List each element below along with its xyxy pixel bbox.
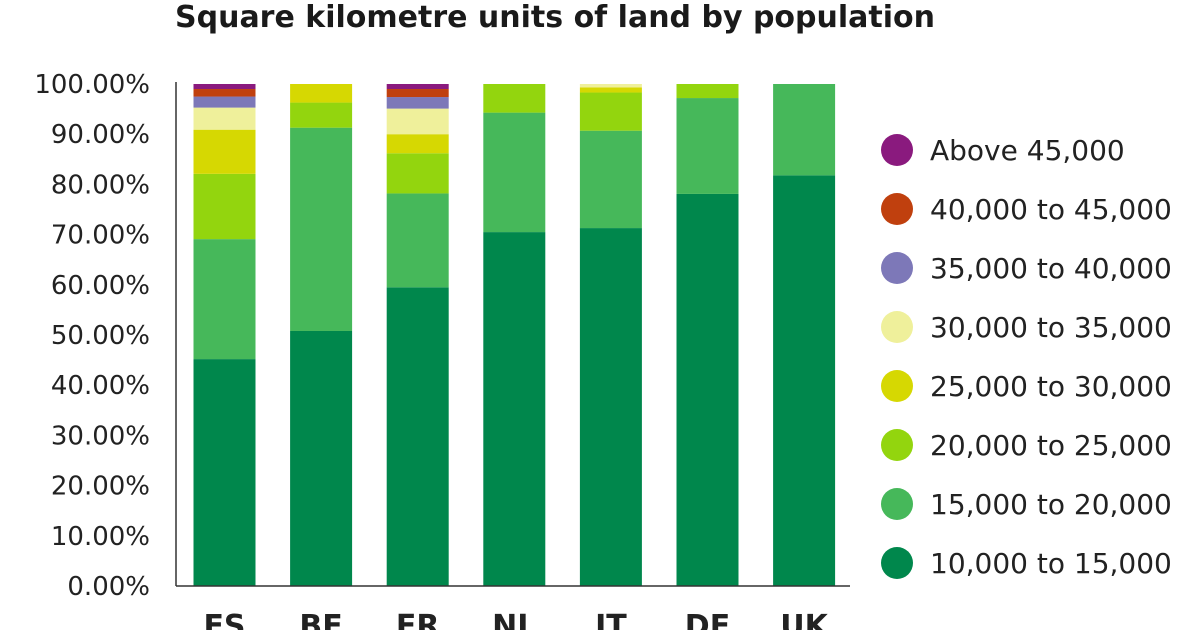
bar-segment [579,130,642,229]
legend-swatch [881,134,913,166]
bar-segment [193,239,256,360]
legend-label: 35,000 to 40,000 [930,252,1172,285]
legend-label: 25,000 to 30,000 [930,370,1172,403]
bar-segment [579,92,642,131]
legend-swatch [881,311,913,343]
bar-segment [386,287,449,586]
bar-segment [386,84,449,90]
legend-swatch [881,429,913,461]
bar-segment [290,102,353,128]
bar-segment [193,107,256,130]
x-category-label: FR [396,609,440,630]
y-tick-label: 30.00% [51,421,150,451]
bar-segment [483,84,546,113]
bar-segment [193,84,256,90]
bar-segment [193,89,256,97]
legend-swatch [881,370,913,402]
chart-title: Square kilometre units of land by popula… [175,0,935,35]
x-category-label: UK [780,609,829,630]
y-tick-label: 70.00% [51,221,150,251]
legend-label: 10,000 to 15,000 [930,547,1172,580]
bar-segment [676,193,739,587]
y-tick-label: 0.00% [67,572,150,602]
y-tick-label: 50.00% [51,321,150,351]
bar-segment [579,87,642,93]
legend-label: 20,000 to 25,000 [930,429,1172,462]
x-category-label: ES [203,609,245,630]
y-tick-label: 10.00% [51,522,150,552]
bar-segment [290,127,353,331]
y-tick-label: 40.00% [51,371,150,401]
legend-swatch [881,193,913,225]
bar-segment [193,96,256,108]
bar-segment [773,84,836,176]
bar-segment [193,129,256,174]
bar-segment [290,330,353,586]
y-tick-label: 90.00% [51,120,150,150]
legend-label: 15,000 to 20,000 [930,488,1172,521]
legend-swatch [881,252,913,284]
bar-segment [676,98,739,194]
bar-segment [386,134,449,154]
y-tick-label: 80.00% [51,170,150,200]
y-tick-label: 60.00% [51,271,150,301]
bar-segment [773,175,836,586]
x-category-label: DE [685,609,730,630]
bar-segment [386,89,449,98]
legend-label: 40,000 to 45,000 [930,193,1172,226]
bar-segment [483,112,546,233]
x-category-label: IT [595,609,627,630]
bar-segment [193,359,256,586]
bar-segment [386,153,449,194]
bar-segment [579,84,642,88]
bar-segment [483,232,546,586]
bar-segment [193,173,256,240]
bar-segment [386,108,449,135]
bar-segment [386,97,449,109]
x-category-label: NL [492,609,536,630]
legend-label: Above 45,000 [930,134,1125,167]
y-tick-label: 20.00% [51,472,150,502]
bar-segment [386,193,449,288]
legend-swatch [881,547,913,579]
legend-swatch [881,488,913,520]
bar-segment [676,84,739,99]
x-category-label: BE [299,609,342,630]
bar-segment [579,228,642,586]
bar-segment [290,84,353,103]
y-tick-label: 100.00% [34,70,150,100]
legend-label: 30,000 to 35,000 [930,311,1172,344]
